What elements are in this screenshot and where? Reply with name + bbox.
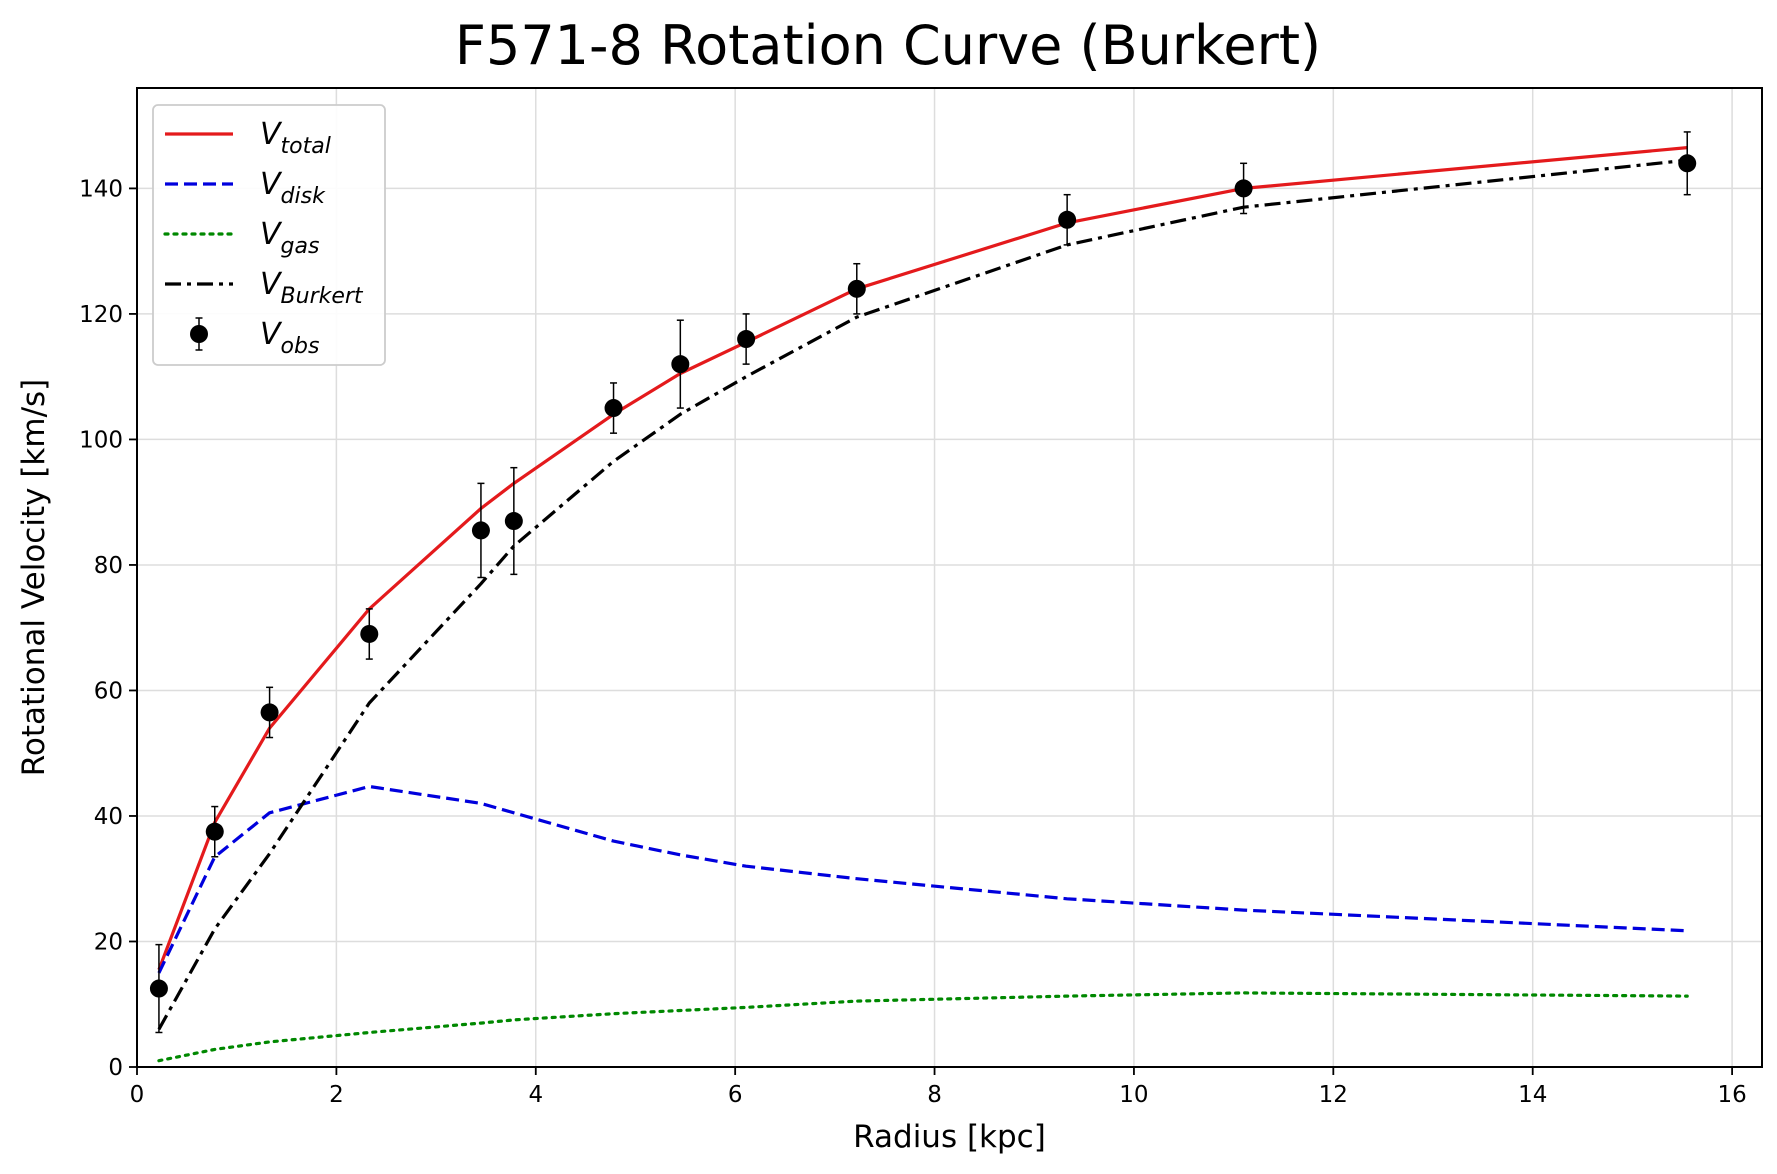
legend-swatch-obs (190, 325, 208, 343)
observed-point (205, 822, 224, 841)
legend-subscript: gas (281, 234, 320, 259)
series-burkert-line (157, 158, 1688, 1031)
axis-ticks: 0 2 4 6 8 10 12 14 16 0 20 40 60 80 100 120 140 (79, 176, 1747, 1108)
series-gas-line (157, 991, 1689, 1063)
legend-label: Vdisk (260, 167, 326, 209)
legend-subscript: total (281, 134, 331, 159)
x-tick-label: 16 (1717, 1082, 1746, 1108)
grid-lines (136, 88, 1762, 1068)
series-lines (157, 146, 1689, 1063)
x-tick-label: 8 (927, 1082, 942, 1108)
y-tick-label: 80 (94, 553, 123, 579)
observed-point (471, 521, 490, 540)
observed-point (847, 279, 866, 298)
observed-point (671, 355, 690, 374)
series-total-line (157, 146, 1688, 971)
observed-point (504, 512, 523, 531)
legend-label: Vobs (260, 317, 319, 359)
y-axis-label: Rotational Velocity [km/s] (16, 379, 52, 777)
legend-box (152, 104, 386, 366)
legend-label: Vgas (260, 217, 319, 259)
y-tick-label: 60 (94, 678, 123, 704)
legend-symbol: V (260, 117, 283, 152)
x-tick-label: 12 (1319, 1082, 1348, 1108)
y-tick-label: 20 (94, 929, 123, 955)
legend-label: VBurkert (260, 267, 364, 309)
legend-symbol: V (260, 267, 283, 302)
legend-symbol: V (260, 317, 283, 352)
observed-point (1234, 179, 1253, 198)
y-tick-label: 100 (79, 427, 123, 453)
y-tick-label: 120 (79, 302, 123, 328)
legend-symbol: V (260, 167, 283, 202)
y-tick-label: 0 (108, 1055, 123, 1081)
x-tick-label: 6 (728, 1082, 743, 1108)
observed-points (149, 131, 1697, 1034)
legend-symbol: V (260, 217, 283, 252)
series-disk-line (157, 784, 1688, 974)
x-tick-label: 10 (1119, 1082, 1148, 1108)
legend-label: Vtotal (260, 117, 331, 159)
y-tick-label: 40 (94, 804, 123, 830)
x-tick-label: 0 (130, 1082, 145, 1108)
plot-frame (136, 87, 1763, 1068)
chart-title: F571-8 Rotation Curve (Burkert) (455, 14, 1321, 77)
legend-subscript: disk (281, 184, 327, 209)
observed-point (737, 330, 756, 349)
observed-point (149, 979, 168, 998)
observed-point (1058, 210, 1077, 229)
legend-subscript: Burkert (281, 284, 364, 309)
observed-point (604, 399, 623, 418)
observed-point (360, 624, 379, 643)
observed-point (1678, 154, 1697, 173)
x-tick-label: 4 (528, 1082, 543, 1108)
legend-subscript: obs (281, 334, 320, 359)
x-tick-label: 14 (1518, 1082, 1547, 1108)
x-axis-label: Radius [kpc] (853, 1119, 1046, 1155)
observed-point (260, 703, 279, 722)
x-tick-label: 2 (329, 1082, 344, 1108)
y-tick-label: 140 (79, 176, 123, 202)
